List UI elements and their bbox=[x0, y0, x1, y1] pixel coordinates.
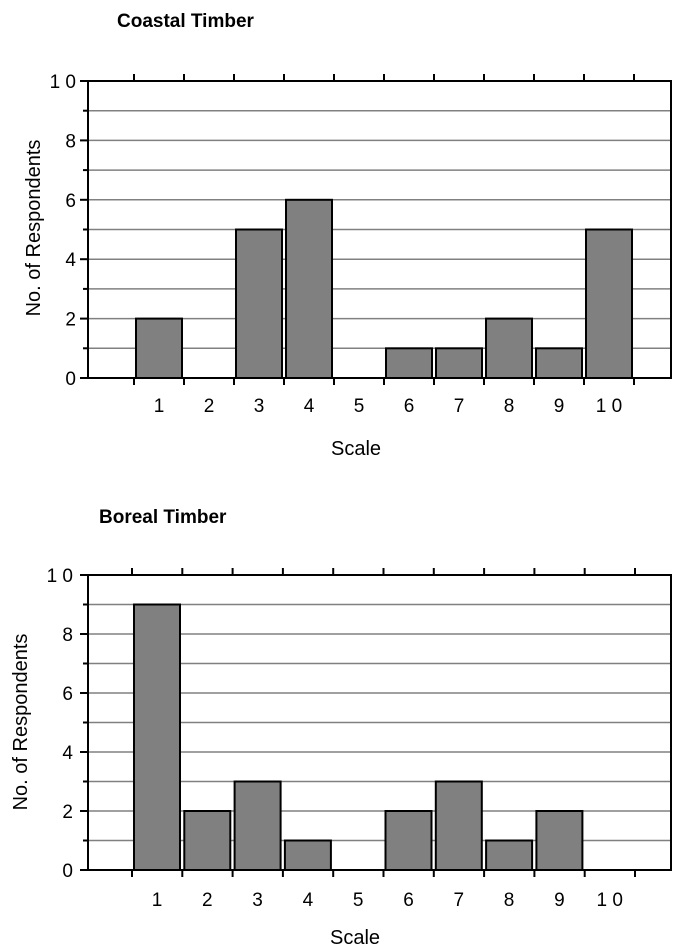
boreal-timber-chart: Boreal Timber Scale No. of Respondents 0… bbox=[10, 507, 672, 949]
bar-7 bbox=[434, 780, 483, 871]
x-tick-label: 7 bbox=[454, 396, 465, 417]
x-tick-label: 3 bbox=[254, 396, 265, 417]
bar-1 bbox=[133, 603, 181, 871]
x-axis-title: Scale bbox=[330, 927, 380, 949]
y-tick-label: 2 bbox=[65, 310, 76, 331]
bar-9 bbox=[535, 347, 583, 379]
y-tick-label: 6 bbox=[65, 191, 76, 212]
x-tick-label: 6 bbox=[404, 396, 415, 417]
x-tick-label: 1 bbox=[152, 890, 163, 911]
bar-6 bbox=[385, 347, 433, 379]
bar-3 bbox=[235, 228, 283, 379]
bar-8 bbox=[485, 317, 533, 380]
bar-2 bbox=[183, 810, 232, 871]
bar-1 bbox=[135, 317, 183, 380]
y-tick-label: 2 bbox=[62, 802, 73, 823]
chart-title: Coastal Timber bbox=[117, 11, 255, 32]
x-tick-label: 3 bbox=[252, 890, 263, 911]
x-tick-label: 2 bbox=[202, 890, 213, 911]
y-tick-label: 0 bbox=[62, 861, 73, 882]
x-tick-label: 4 bbox=[303, 890, 314, 911]
chart-title: Boreal Timber bbox=[99, 507, 227, 528]
y-tick-label: 4 bbox=[65, 250, 76, 271]
y-tick-label: 4 bbox=[62, 743, 73, 764]
bar-4 bbox=[283, 839, 332, 871]
x-axis-title: Scale bbox=[331, 438, 381, 460]
x-tick-label: 1 0 bbox=[596, 396, 622, 417]
y-tick-label: 8 bbox=[65, 131, 76, 152]
y-tick-label: 0 bbox=[65, 369, 76, 390]
bar-9 bbox=[535, 810, 584, 871]
y-tick-label: 1 0 bbox=[50, 72, 76, 93]
y-tick-label: 1 0 bbox=[47, 566, 73, 587]
x-tick-label: 7 bbox=[454, 890, 465, 911]
coastal-timber-chart: Coastal Timber Scale No. of Respondents … bbox=[23, 11, 672, 460]
bar-8 bbox=[485, 839, 534, 871]
bar-7 bbox=[435, 347, 483, 379]
y-tick-label: 6 bbox=[62, 684, 73, 705]
x-tick-label: 9 bbox=[554, 396, 565, 417]
x-tick-label: 8 bbox=[504, 396, 515, 417]
bar-4 bbox=[285, 198, 333, 379]
x-tick-label: 5 bbox=[353, 890, 364, 911]
x-tick-label: 6 bbox=[403, 890, 414, 911]
y-tick-label: 8 bbox=[62, 625, 73, 646]
x-tick-label: 5 bbox=[354, 396, 365, 417]
y-axis-title: No. of Respondents bbox=[23, 140, 45, 317]
bar-6 bbox=[384, 810, 433, 871]
x-tick-label: 9 bbox=[554, 890, 565, 911]
x-tick-label: 1 bbox=[154, 396, 165, 417]
x-tick-label: 2 bbox=[204, 396, 215, 417]
x-tick-label: 8 bbox=[504, 890, 515, 911]
bar-3 bbox=[233, 780, 282, 871]
x-tick-label: 4 bbox=[304, 396, 315, 417]
bar-10 bbox=[585, 228, 633, 379]
x-tick-label: 1 0 bbox=[596, 890, 622, 911]
y-axis-title: No. of Respondents bbox=[10, 634, 32, 811]
